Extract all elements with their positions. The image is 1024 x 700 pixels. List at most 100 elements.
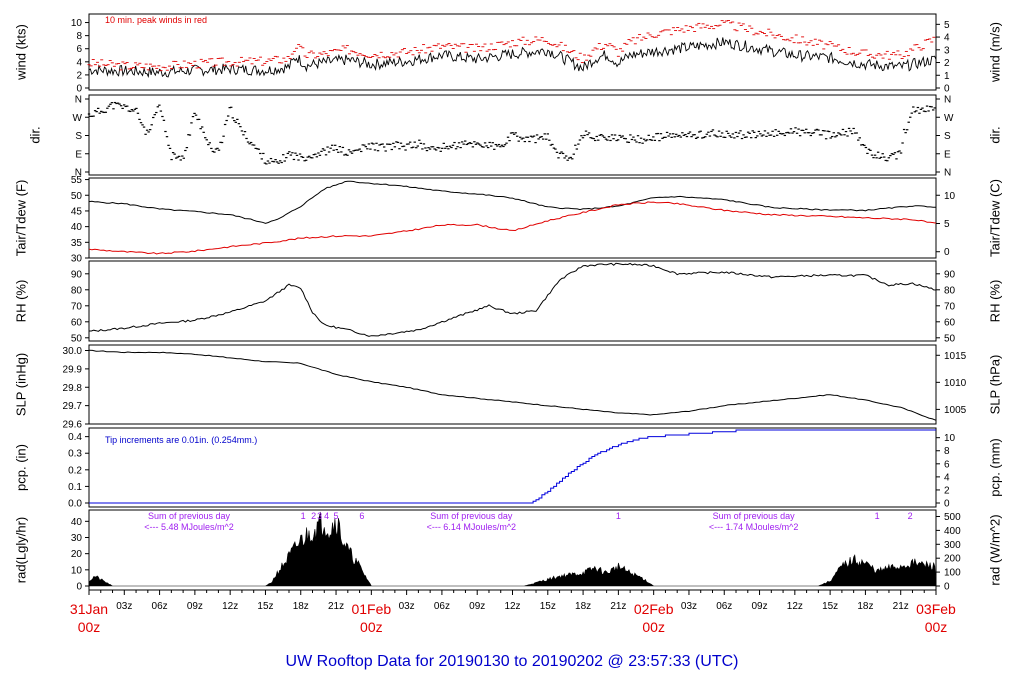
x-hour-label: 03z — [399, 601, 415, 612]
x-hour-label: 12z — [787, 601, 803, 612]
radiation-marker: 1 — [301, 511, 306, 521]
rh-right-label: 90 — [944, 269, 956, 280]
temp-left-label: 55 — [71, 175, 83, 186]
temp-right-label: 5 — [944, 219, 950, 230]
wind-series-line — [88, 37, 937, 79]
radiation-marker: 6 — [359, 511, 364, 521]
wind-right-label: 4 — [944, 33, 950, 44]
pcp-left-label: 0.4 — [68, 432, 82, 443]
x-axis: 03z 06z 09z 12z 15z 18z 21z 03z 06z 09z 12z 15z 18z 2… — [70, 590, 956, 635]
rad-left-label: 10 — [71, 565, 83, 576]
panel-5: 0.0 0.1 0.2 0.3 0.4 0 2 4 6 8 10 pcp. (in) pcp. (mm)… — [13, 427, 1002, 510]
rad-right-label: 0 — [944, 582, 950, 593]
wind-ylabel-left: wind (kts) — [13, 24, 28, 81]
dir-ylabel-right: dir. — [987, 126, 1002, 143]
radiation-note-line2: <--- 5.48 MJoules/m^2 — [144, 522, 234, 532]
radiation-note-line1: Sum of previous day — [430, 511, 513, 521]
temp-ylabel-right: Tair/Tdew (C) — [987, 179, 1002, 257]
panel-frame — [88, 509, 937, 591]
radiation-marker: 2 — [311, 511, 316, 521]
dir-right-label: S — [944, 131, 951, 142]
dir-left-label: W — [73, 113, 83, 124]
wind-right-label: 0 — [944, 84, 950, 95]
rh-right-label: 50 — [944, 333, 956, 344]
x-hour-label: 18z — [293, 601, 309, 612]
wind-left-label: 0 — [76, 84, 82, 95]
x-hour-label: 12z — [504, 601, 520, 612]
x-hour-label: 06z — [152, 601, 168, 612]
dir-right-label: E — [944, 149, 951, 160]
wind-left-label: 8 — [76, 31, 82, 42]
temp-left-label: 35 — [71, 238, 83, 249]
slp-right-label: 1005 — [944, 405, 967, 416]
pcp-left-label: 0.0 — [68, 499, 82, 510]
rh-right-label: 80 — [944, 285, 956, 296]
rad-ylabel-left: rad(Lgly/hr) — [13, 517, 28, 583]
slp-right-label: 1010 — [944, 378, 967, 389]
x-hour-label: 15z — [257, 601, 273, 612]
pcp-left-label: 0.2 — [68, 465, 82, 476]
pcp-right-label: 10 — [944, 433, 956, 444]
radiation-marker: 5 — [334, 511, 339, 521]
slp-ylabel-right: SLP (hPa) — [987, 355, 1002, 415]
panel-frame — [88, 260, 937, 342]
x-day-label: 03Feb — [916, 601, 956, 617]
pcp-right-label: 0 — [944, 499, 950, 510]
radiation-note-line1: Sum of previous day — [148, 511, 231, 521]
pcp-right-label: 4 — [944, 472, 950, 483]
x-hour-label: 09z — [751, 601, 767, 612]
x-day-label: 01Feb — [351, 601, 391, 617]
radiation-note-line2: <--- 6.14 MJoules/m^2 — [427, 522, 517, 532]
temp-right-label: 10 — [944, 191, 956, 202]
wind-right-label: 3 — [944, 45, 950, 56]
slp-left-label: 30.0 — [63, 346, 83, 357]
precip-series-line — [89, 429, 936, 504]
rh-right-label: 60 — [944, 317, 956, 328]
x-hour-label: 21z — [328, 601, 344, 612]
x-hour-label: 06z — [716, 601, 732, 612]
x-day-hour-label: 00z — [78, 619, 101, 635]
x-hour-label: 15z — [822, 601, 838, 612]
rh-left-label: 90 — [71, 269, 83, 280]
radiation-marker: 1 — [875, 511, 880, 521]
x-hour-label: 06z — [434, 601, 450, 612]
slp-ylabel-left: SLP (inHg) — [13, 353, 28, 416]
pcp-right-label: 8 — [944, 446, 950, 457]
x-hour-label: 18z — [575, 601, 591, 612]
x-hour-label: 15z — [540, 601, 556, 612]
rh-series-line — [89, 262, 937, 337]
wind-left-label: 10 — [71, 18, 83, 29]
rh-right-label: 70 — [944, 301, 956, 312]
slp-left-label: 29.6 — [63, 420, 83, 431]
slp-left-label: 29.7 — [63, 401, 83, 412]
dir-left-label: N — [75, 168, 82, 179]
radiation-marker: 1 — [616, 511, 621, 521]
x-day-hour-label: 00z — [925, 619, 948, 635]
chart-title: UW Rooftop Data for 20190130 to 20190202… — [286, 653, 739, 670]
radiation-note-line1: Sum of previous day — [713, 511, 796, 521]
pcp-ylabel-right: pcp. (mm) — [987, 438, 1002, 497]
radiation-note-line2: <--- 1.74 MJoules/m^2 — [709, 522, 799, 532]
slp-left-label: 29.9 — [63, 364, 83, 375]
wind-annotation: 10 min. peak winds in red — [105, 15, 207, 25]
precip-annotation: Tip increments are 0.01in. (0.254mm.) — [105, 435, 257, 445]
wind-right-label: 2 — [944, 58, 950, 69]
temp-left-label: 45 — [71, 206, 83, 217]
slp-right-label: 1015 — [944, 351, 967, 362]
tdew-series-line — [88, 201, 937, 255]
dir-right-label: N — [944, 95, 951, 106]
rad-right-label: 100 — [944, 568, 961, 579]
slp-series-line — [88, 349, 937, 421]
temp-left-label: 50 — [71, 191, 83, 202]
x-hour-label: 21z — [610, 601, 626, 612]
rad-left-label: 20 — [71, 549, 83, 560]
dir-ylabel-left: dir. — [27, 126, 42, 143]
temp-left-label: 40 — [71, 222, 83, 233]
dir-left-label: N — [75, 95, 82, 106]
rad-ylabel-right: rad (W/m^2) — [987, 514, 1002, 585]
